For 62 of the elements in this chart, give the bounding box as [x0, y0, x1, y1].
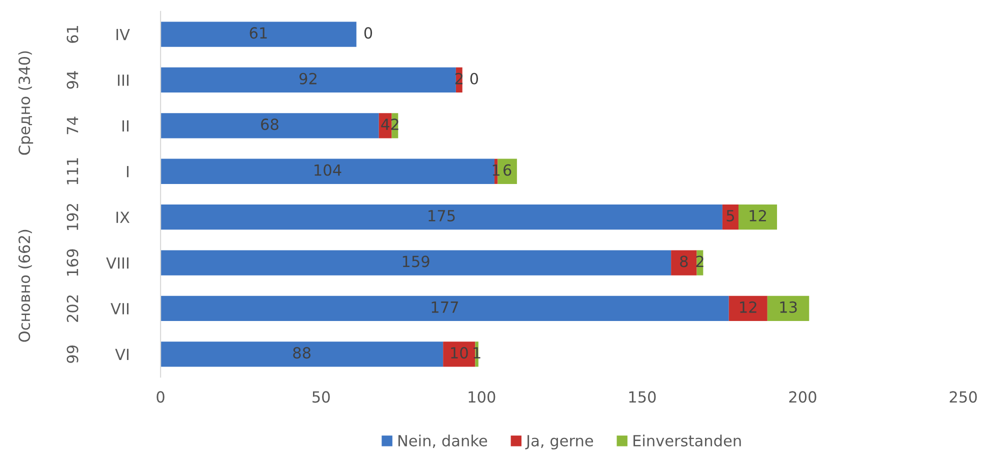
- data-label: 13: [780, 301, 797, 313]
- bar: [767, 296, 810, 322]
- bar: [160, 113, 379, 138]
- data-label: 1: [492, 164, 500, 176]
- x-tick-label: 150: [629, 391, 656, 403]
- bar: [498, 158, 517, 184]
- bar: [160, 342, 444, 367]
- data-label: 4: [381, 118, 390, 130]
- data-label: 1: [474, 347, 480, 358]
- y-tick-label: VI: [115, 348, 128, 360]
- text: Основно (662): [18, 230, 32, 342]
- y-tick-label: III: [118, 74, 128, 86]
- bar: [738, 204, 778, 230]
- x-tick-label: 200: [789, 391, 816, 403]
- text: 61: [66, 26, 78, 43]
- text: Средно (340): [18, 51, 34, 155]
- data-label: 88: [293, 347, 310, 359]
- bar: [443, 342, 476, 367]
- y-tick-label: VII: [110, 303, 128, 314]
- data-label: 177: [432, 302, 458, 313]
- bar: [160, 296, 729, 322]
- legend-label: Einverstanden: [634, 434, 741, 446]
- legend-label: Nein, danke: [398, 434, 488, 448]
- bar: [671, 250, 697, 276]
- bar: [160, 158, 494, 184]
- data-label: 68: [261, 118, 278, 130]
- x-tick-label: 50: [312, 391, 330, 403]
- text: 99: [66, 346, 78, 363]
- y-tick-label: VIII: [106, 257, 128, 269]
- data-label: 61: [250, 27, 267, 39]
- text: 111: [66, 158, 78, 184]
- text: 202: [66, 295, 78, 322]
- y-tick-label: IX: [116, 212, 130, 223]
- x-tick-label: 0: [156, 391, 164, 403]
- text: 169: [66, 249, 78, 276]
- data-label: 12: [750, 210, 766, 222]
- bar: [728, 296, 768, 322]
- data-label: 6: [504, 164, 512, 176]
- data-label: 92: [299, 72, 316, 84]
- data-label: 8: [680, 256, 688, 268]
- bar: [160, 204, 722, 230]
- x-tick-label: 250: [950, 391, 977, 403]
- y-tick-label: IV: [116, 28, 130, 40]
- data-label: 0: [364, 27, 372, 39]
- text: 192: [66, 204, 78, 230]
- data-label: 12: [740, 301, 756, 313]
- data-label: 159: [402, 256, 430, 268]
- bar: [160, 67, 456, 93]
- bar: [722, 204, 738, 230]
- legend-label: Ja, gerne: [525, 435, 594, 450]
- y-tick-label: II: [122, 120, 128, 132]
- data-label: 10: [451, 347, 468, 359]
- data-label: 104: [314, 164, 342, 176]
- bar: [160, 250, 672, 276]
- bar: [160, 22, 356, 47]
- y-tick-label: I: [126, 166, 128, 178]
- data-label: 175: [428, 210, 455, 222]
- data-label: 0: [470, 72, 478, 84]
- data-label: 5: [726, 210, 734, 222]
- text: 94: [66, 71, 78, 89]
- text: 74: [66, 116, 78, 134]
- x-tick-label: 100: [468, 391, 496, 403]
